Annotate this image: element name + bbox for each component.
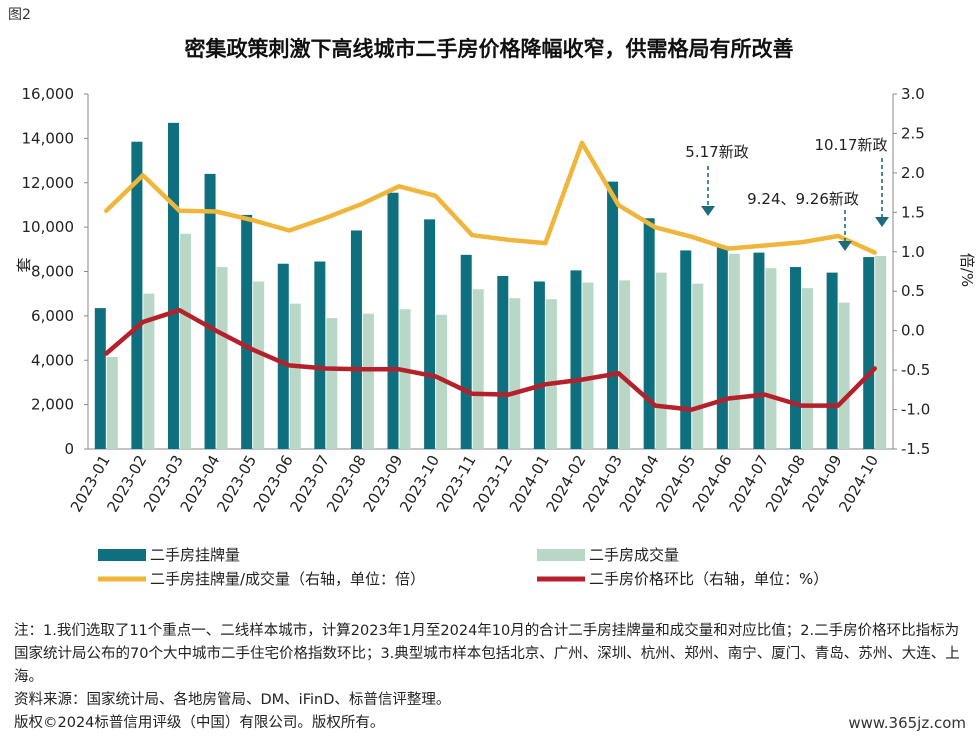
legend-swatch — [537, 549, 585, 561]
annotation-label: 9.24、9.26新政 — [747, 190, 859, 208]
transaction-bar — [216, 267, 228, 449]
left-tick-label: 2,000 — [31, 396, 74, 414]
chart-title: 密集政策刺激下高线城市二手房价格降幅收窄，供需格局有所改善 — [184, 37, 794, 61]
transaction-bar — [838, 302, 850, 449]
legend-swatch — [98, 549, 146, 561]
right-tick-label: 3.0 — [901, 85, 925, 103]
listing-bar — [607, 181, 619, 449]
transaction-bar — [472, 289, 484, 449]
transaction-bar — [399, 309, 411, 449]
listing-bar — [314, 261, 326, 449]
listing-bar — [167, 122, 179, 449]
copyright-text: 版权©2024标普信用评级（中国）有限公司。版权所有。 — [14, 715, 385, 731]
left-tick-label: 14,000 — [22, 129, 75, 147]
right-tick-label: 1.0 — [901, 243, 925, 261]
legend-label: 二手房成交量 — [589, 546, 679, 564]
listing-bar — [131, 141, 143, 449]
listing-bar — [204, 173, 216, 449]
right-tick-label: 0.5 — [901, 282, 925, 300]
transaction-bar — [289, 303, 301, 449]
listing-bar — [94, 308, 106, 449]
note-text: 注：1.我们选取了11个重点一、二线样本城市，计算2023年1月至2024年10… — [14, 623, 960, 685]
price-change-line — [104, 307, 877, 412]
listing-bar — [826, 272, 838, 449]
transaction-bar — [728, 253, 740, 449]
right-tick-label: -1.0 — [901, 401, 930, 419]
transaction-bar — [362, 313, 374, 449]
listing-bar — [643, 218, 655, 449]
transaction-bar — [436, 314, 448, 449]
figure-label: 图2 — [8, 7, 31, 23]
annotation-arrow-head — [838, 241, 852, 251]
ratio-line — [104, 140, 877, 255]
right-tick-label: -1.5 — [901, 440, 930, 458]
transaction-bar — [875, 255, 887, 449]
listing-bar — [570, 270, 582, 449]
chart: 0 2,000 4,000 6,000 8,000 10,000 12,000 14,000 1… — [15, 85, 976, 588]
annotation-arrow-head — [701, 206, 715, 216]
transaction-bar — [179, 233, 191, 449]
right-axis-label: 倍/% — [958, 253, 976, 287]
left-tick-label: 8,000 — [31, 263, 74, 281]
right-tick-label: 2.0 — [901, 164, 925, 182]
left-axis-label: 套 — [15, 257, 33, 272]
listing-bar — [350, 230, 362, 449]
listing-bar — [533, 281, 545, 449]
right-tick-label: 0.0 — [901, 322, 925, 340]
listing-bar — [424, 219, 436, 449]
transaction-bar — [655, 272, 667, 449]
left-tick-label: 0 — [64, 440, 74, 458]
listing-bar — [497, 275, 509, 449]
transaction-bar — [692, 283, 704, 449]
listing-bar — [277, 263, 289, 449]
listing-bar — [241, 214, 253, 449]
right-tick-label: -0.5 — [901, 361, 930, 379]
left-tick-label: 10,000 — [22, 218, 75, 236]
listing-bar — [753, 252, 765, 449]
watermark: www.365jz.com — [844, 713, 970, 733]
listing-bar — [790, 267, 802, 449]
right-tick-label: 1.5 — [901, 203, 925, 221]
transaction-bar — [326, 318, 338, 449]
listing-bar — [680, 250, 692, 449]
notes: 注：1.我们选取了11个重点一、二线样本城市，计算2023年1月至2024年10… — [14, 620, 964, 735]
right-tick-label: 2.5 — [901, 124, 925, 142]
left-tick-label: 6,000 — [31, 307, 74, 325]
transaction-bar — [509, 298, 521, 449]
legend-label: 二手房挂牌量 — [150, 546, 240, 564]
transaction-bar — [545, 299, 557, 449]
listing-bar — [863, 257, 875, 449]
transaction-bar — [106, 356, 118, 449]
source-text: 资料来源：国家统计局、各地房管局、DM、iFinD、标普信评整理。 — [14, 692, 451, 708]
transaction-bar — [253, 281, 265, 449]
left-tick-label: 16,000 — [22, 85, 75, 103]
legend-label: 二手房挂牌量/成交量（右轴，单位：倍） — [150, 570, 425, 588]
transaction-bar — [582, 282, 594, 449]
annotation-label: 10.17新政 — [815, 136, 888, 154]
legend-label: 二手房价格环比（右轴，单位：%） — [589, 570, 828, 588]
annotation-arrow-head — [875, 217, 889, 227]
annotation-label: 5.17新政 — [685, 143, 748, 161]
transaction-bar — [619, 280, 631, 449]
left-tick-label: 4,000 — [31, 351, 74, 369]
listing-bar — [460, 254, 472, 449]
listing-bar — [387, 192, 399, 449]
listing-bar — [716, 245, 728, 449]
transaction-bar — [143, 293, 155, 449]
left-tick-label: 12,000 — [22, 174, 75, 192]
transaction-bar — [765, 268, 777, 449]
transaction-bar — [802, 288, 814, 449]
